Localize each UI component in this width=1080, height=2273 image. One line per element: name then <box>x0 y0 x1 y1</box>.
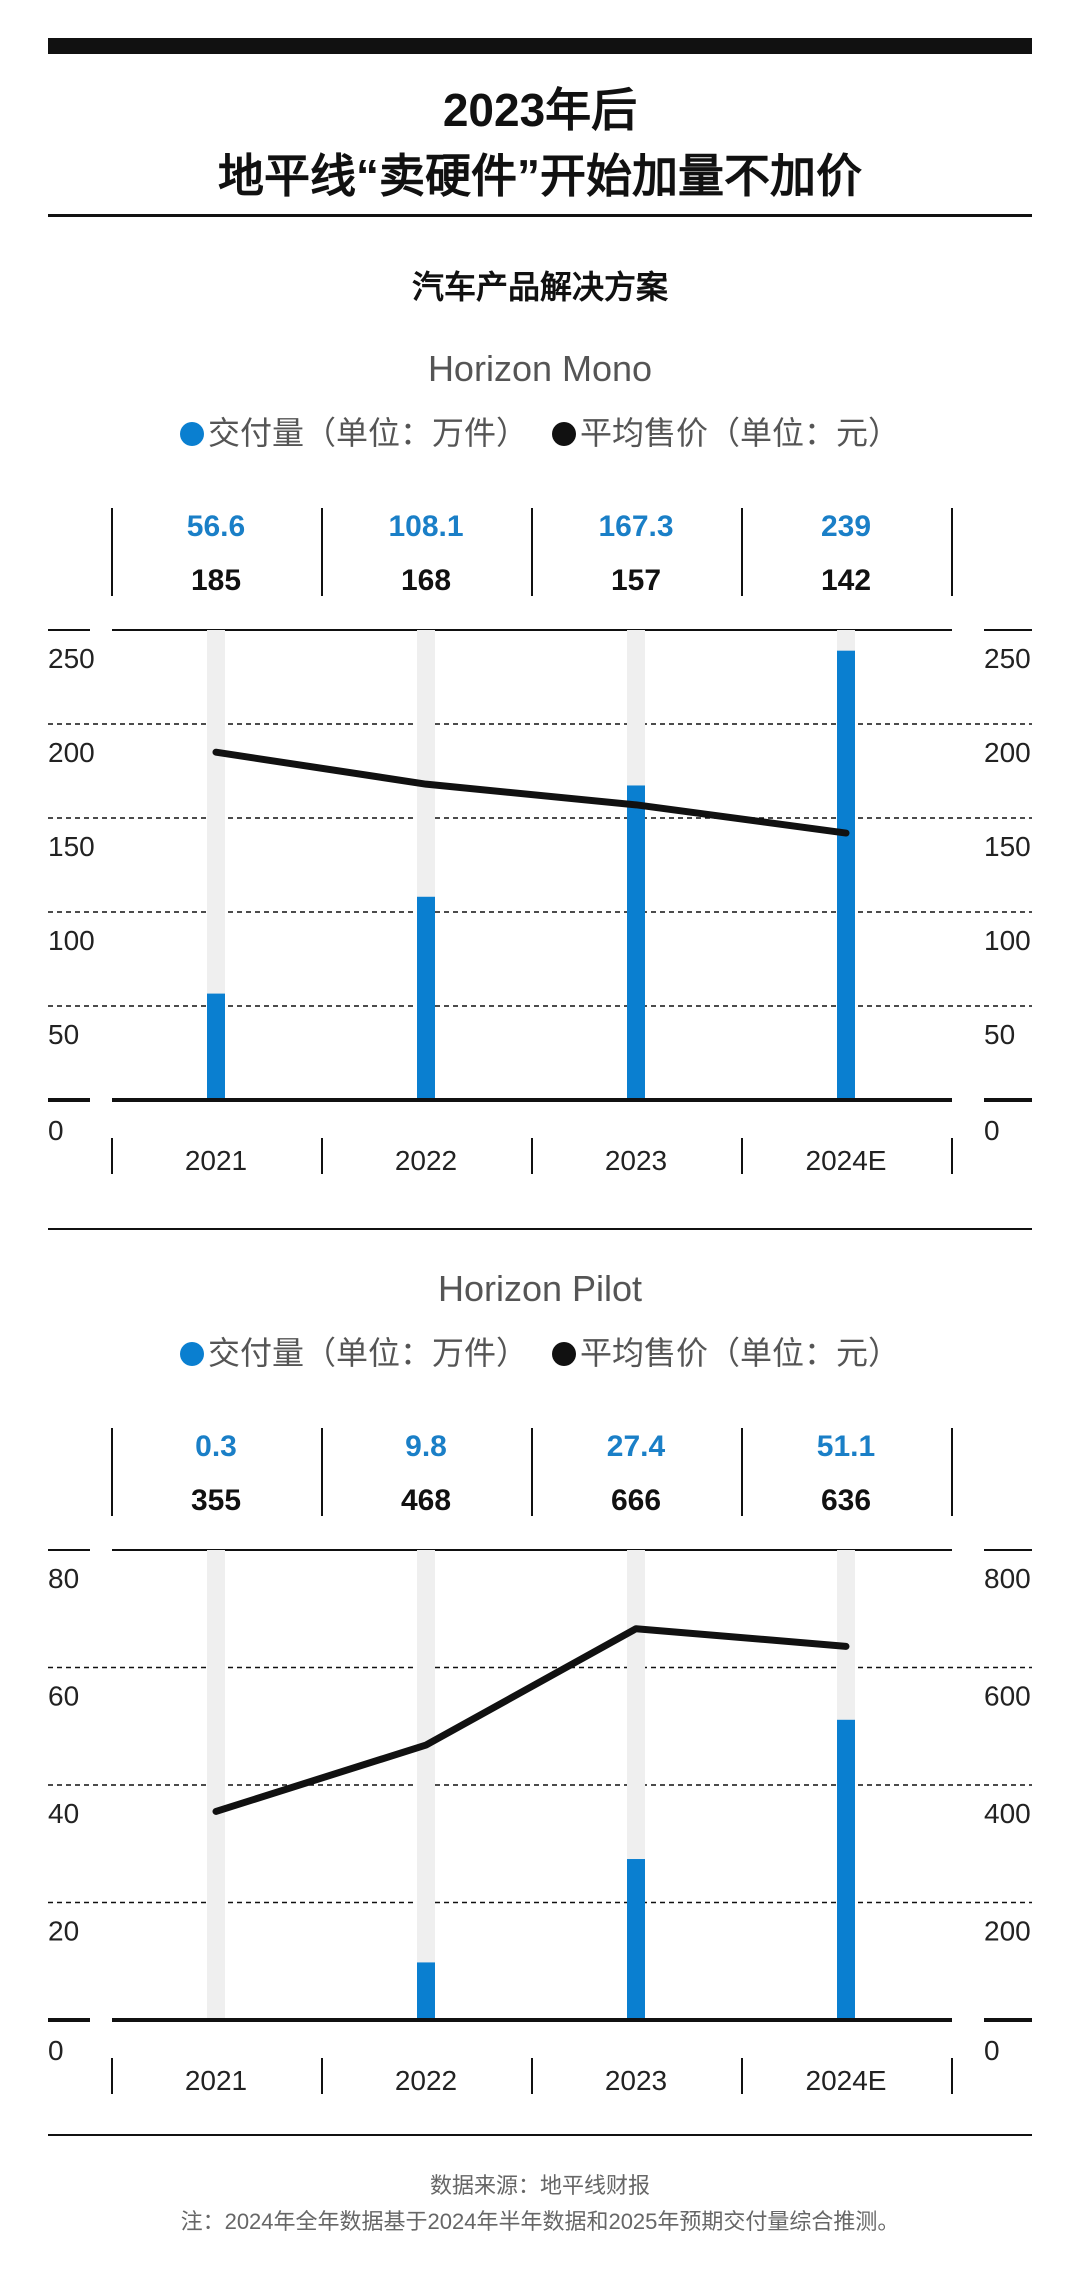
chart-legend: 交付量（单位：万件） 平均售价（单位：元） <box>0 1328 1080 1374</box>
volume-data-label: 239 <box>821 510 871 543</box>
y-right-tick-label: 0 <box>984 2035 1000 2066</box>
bar <box>417 1962 435 2020</box>
x-tick-label: 2021 <box>185 1145 247 1176</box>
price-data-label: 666 <box>611 1484 661 1517</box>
y-left-tick-label: 100 <box>48 925 95 956</box>
legend-series2: 平均售价（单位：元） <box>580 1335 901 1371</box>
chart-horizon-pilot: Horizon Pilot 交付量（单位：万件） 平均售价（单位：元） 0.3 9.… <box>0 1268 1080 2148</box>
chart-legend: 交付量（单位：万件） 平均售价（单位：元） <box>0 408 1080 454</box>
price-line <box>212 1625 850 1815</box>
page-title-line1: 2023年后 <box>442 84 638 136</box>
volume-data-label: 108.1 <box>388 510 463 543</box>
title-rule <box>48 214 1032 217</box>
y-right-tick-label: 250 <box>984 643 1031 674</box>
volume-data-label: 9.8 <box>405 1430 447 1463</box>
price-line <box>212 748 850 837</box>
chart-plot: 56.6 108.1 167.3 239 185 168 157 142 0 50 100 150 20… <box>48 508 1032 1176</box>
y-right-tick-label: 600 <box>984 1681 1031 1712</box>
x-tick-label: 2024E <box>806 1145 887 1176</box>
y-left-tick-label: 80 <box>48 1563 79 1594</box>
legend-series1: 交付量（单位：万件） <box>207 1335 528 1371</box>
bar <box>837 650 855 1100</box>
footer-rule <box>48 2134 1032 2136</box>
y-left-tick-label: 60 <box>48 1681 79 1712</box>
y-left-tick-label: 50 <box>48 1019 79 1050</box>
volume-data-label: 167.3 <box>598 510 673 543</box>
volume-data-label: 27.4 <box>607 1430 666 1463</box>
y-left-tick-label: 40 <box>48 1798 79 1829</box>
page-title-line2: 地平线“卖硬件”开始加量不加价 <box>218 150 862 202</box>
x-tick-label: 2023 <box>605 2065 667 2096</box>
chart-horizon-mono: Horizon Mono 交付量（单位：万件） 平均售价（单位：元） 56.6 10… <box>0 348 1080 1228</box>
bar <box>627 1859 645 2020</box>
footnote: 注：2024年全年数据基于2024年半年数据和2025年预期交付量综合推测。 <box>180 2209 900 2234</box>
bar-track <box>207 630 225 1100</box>
y-left-tick-label: 0 <box>48 2035 64 2066</box>
y-right-tick-label: 200 <box>984 737 1031 768</box>
price-data-label: 355 <box>191 1484 241 1517</box>
y-right-tick-label: 200 <box>984 1916 1031 1947</box>
y-left-tick-label: 200 <box>48 737 95 768</box>
y-right-tick-label: 100 <box>984 925 1031 956</box>
volume-data-label: 0.3 <box>195 1430 237 1463</box>
volume-data-label: 51.1 <box>817 1430 875 1463</box>
legend-series1: 交付量（单位：万件） <box>207 415 528 451</box>
x-tick-label: 2022 <box>395 1145 457 1176</box>
bar <box>417 896 435 1100</box>
source-note: 数据来源：地平线财报 <box>429 2173 650 2198</box>
top-bar <box>48 38 1032 54</box>
price-data-label: 636 <box>821 1484 871 1517</box>
price-data-label: 142 <box>821 564 871 597</box>
bar-track <box>417 1550 435 2020</box>
bar-track <box>207 1550 225 2020</box>
chart-title: Horizon Mono <box>427 348 653 389</box>
y-right-tick-label: 50 <box>984 1019 1015 1050</box>
legend-dot-black-icon <box>552 421 576 446</box>
bar <box>837 1719 855 2020</box>
y-right-tick-label: 150 <box>984 831 1031 862</box>
x-tick-label: 2021 <box>185 2065 247 2096</box>
x-tick-label: 2022 <box>395 2065 457 2096</box>
legend-dot-blue-icon <box>179 421 204 446</box>
x-tick-label: 2024E <box>806 2065 887 2096</box>
price-data-label: 168 <box>401 564 451 597</box>
volume-data-label: 56.6 <box>187 510 245 543</box>
price-data-label: 185 <box>191 564 241 597</box>
bar <box>207 993 225 1100</box>
y-left-tick-label: 150 <box>48 831 95 862</box>
legend-series2: 平均售价（单位：元） <box>580 415 901 451</box>
chart-title: Horizon Pilot <box>437 1268 643 1309</box>
x-tick-label: 2023 <box>605 1145 667 1176</box>
bar <box>627 785 645 1100</box>
section-subtitle: 汽车产品解决方案 <box>411 269 668 305</box>
y-right-tick-label: 0 <box>984 1115 1000 1146</box>
legend-dot-blue-icon <box>179 1341 204 1366</box>
y-right-tick-label: 400 <box>984 1798 1031 1829</box>
y-right-tick-label: 800 <box>984 1563 1031 1594</box>
y-left-tick-label: 20 <box>48 1916 79 1947</box>
y-left-tick-label: 250 <box>48 643 95 674</box>
price-data-label: 157 <box>611 564 661 597</box>
legend-dot-black-icon <box>552 1341 576 1366</box>
section-divider <box>48 1228 1032 1230</box>
y-left-tick-label: 0 <box>48 1115 64 1146</box>
price-data-label: 468 <box>401 1484 451 1517</box>
